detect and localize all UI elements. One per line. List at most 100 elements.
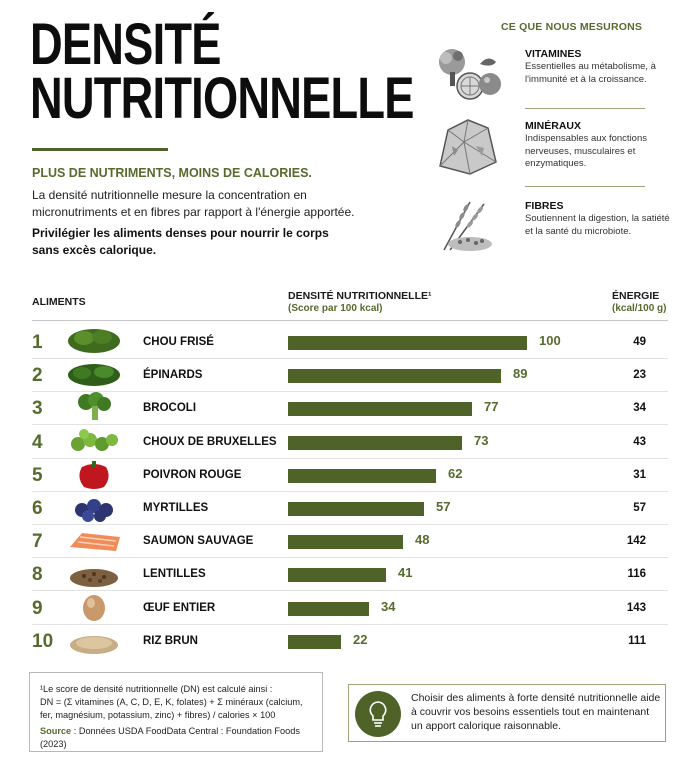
food-image [64,625,124,655]
rank-number: 9 [32,597,43,619]
energy-value: 143 [626,601,646,614]
rank-number: 2 [32,365,43,387]
mineral-rock-illustration [439,119,497,175]
food-image [64,525,124,555]
data-label: 77 [484,399,499,415]
rank-number: 1 [32,332,43,353]
description: La densité nutritionnelle mesure la conc… [32,188,355,219]
category-label: ŒUF ENTIER [143,601,216,614]
measure-vitamins: VITAMINES Essentielles au métabolisme, à… [430,44,690,114]
density-bar [288,535,403,550]
data-label: 34 [381,598,396,614]
measure-text: Soutiennent la digestion, la satiété et … [525,213,670,237]
footnote-box: ¹Le score de densité nutritionnelle (DN)… [29,672,323,752]
tip-text: Choisir des aliments à forte densité nut… [411,692,661,732]
footnote-source: Source : Données USDA FoodData Central :… [40,726,300,749]
food-image [64,359,124,389]
column-header-foods: ALIMENTS [32,296,86,308]
density-bar [288,369,501,384]
data-label: 48 [415,532,430,548]
row-divider [32,457,668,459]
chart-row: 5 POIVRON ROUGE 62 31 [0,459,700,492]
chart-row: 4 CHOUX DE BRUXELLES 73 43 [0,426,700,459]
rank-number: 8 [32,564,43,586]
measures-heading: CE QUE NOUS MESURONS [501,21,643,33]
category-label: CHOUX DE BRUXELLES [143,435,277,448]
food-image [64,459,124,489]
row-divider [32,391,668,393]
data-label: 73 [474,432,489,448]
divider [525,108,645,109]
energy-value: 116 [627,568,646,581]
food-image [64,492,124,522]
column-header-energy: ÉNERGIE (kcal/100 g) [612,290,667,314]
row-divider [32,358,668,359]
page-title: DENSITÉ NUTRITIONNELLE [30,12,414,131]
tip-box: Choisir des aliments à forte densité nut… [348,684,666,742]
energy-value: 142 [626,535,646,548]
row-divider [32,557,668,559]
divider [525,186,645,187]
footnote-formula: DN = (Σ vitamines (A, C, D, E, K, folate… [40,697,303,720]
data-label: 41 [398,565,413,581]
chart-row: 8 LENTILLES 41 116 [0,558,700,592]
chart-row: 1 CHOU FRISÉ 100 49 [0,326,700,359]
lightbulb-icon [355,691,401,737]
density-bar [288,468,436,483]
row-divider [32,424,668,426]
row-divider [32,623,668,625]
grain-wheat-illustration [443,201,492,251]
rank-number: 4 [32,431,43,453]
chart-row: 3 BROCOLI 77 34 [0,392,700,426]
food-image [64,592,124,622]
density-bar [288,402,472,417]
chart-row: 2 ÉPINARDS 89 23 [0,359,700,393]
category-label: ÉPINARDS [143,369,203,382]
chart-row: 10 RIZ BRUN 22 111 [0,625,700,658]
density-bar [288,435,462,450]
density-bar [288,568,386,583]
measure-title: VITAMINES [525,48,582,60]
chart-row: 6 MYRTILLES 57 57 [0,492,700,525]
data-label: 62 [448,465,463,481]
measure-title: FIBRES [525,200,564,212]
category-label: CHOU FRISÉ [143,336,214,348]
category-label: SAUMON SAUVAGE [143,535,254,548]
data-label: 89 [513,366,528,382]
footnote-line: ¹Le score de densité nutritionnelle (DN)… [40,684,273,694]
measure-text: Essentielles au métabolisme, à l'immunit… [525,61,656,85]
energy-value: 23 [633,369,646,382]
energy-value: 49 [633,336,646,348]
food-image [64,326,124,356]
data-label: 22 [353,631,368,647]
header-divider [32,320,668,321]
food-image [64,392,124,422]
measure-minerals: MINÉRAUX Indispensables aux fonctions ne… [430,116,690,186]
rank-number: 5 [32,464,43,486]
density-bar [288,336,527,350]
column-header-density: DENSITÉ NUTRITIONNELLE¹ (Score par 100 k… [288,290,432,314]
category-label: POIVRON ROUGE [143,468,242,481]
density-bar [288,601,369,616]
energy-value: 31 [633,468,646,481]
chart-row: 7 SAUMON SAUVAGE 48 142 [0,525,700,559]
subtitle: PLUS DE NUTRIMENTS, MOINS DE CALORIES. [32,166,312,180]
category-label: RIZ BRUN [143,634,198,647]
row-divider [32,524,668,525]
fruit-vegetable-illustration [439,49,501,100]
density-bar [288,634,341,649]
rank-number: 7 [32,531,43,553]
data-label: 100 [539,333,561,348]
measure-text: Indispensables aux fonctions nerveuses, … [525,133,647,169]
energy-value: 111 [628,634,646,647]
title-underline [32,148,168,151]
density-bar [288,502,424,516]
chart-row: 9 ŒUF ENTIER 34 143 [0,592,700,625]
food-image [64,426,124,456]
emphasis-text: Privilégier les aliments denses pour nou… [32,226,329,257]
category-label: MYRTILLES [143,502,209,514]
rank-number: 3 [32,398,43,420]
measure-title: MINÉRAUX [525,120,582,132]
energy-value: 57 [633,502,646,514]
food-image [64,558,124,588]
